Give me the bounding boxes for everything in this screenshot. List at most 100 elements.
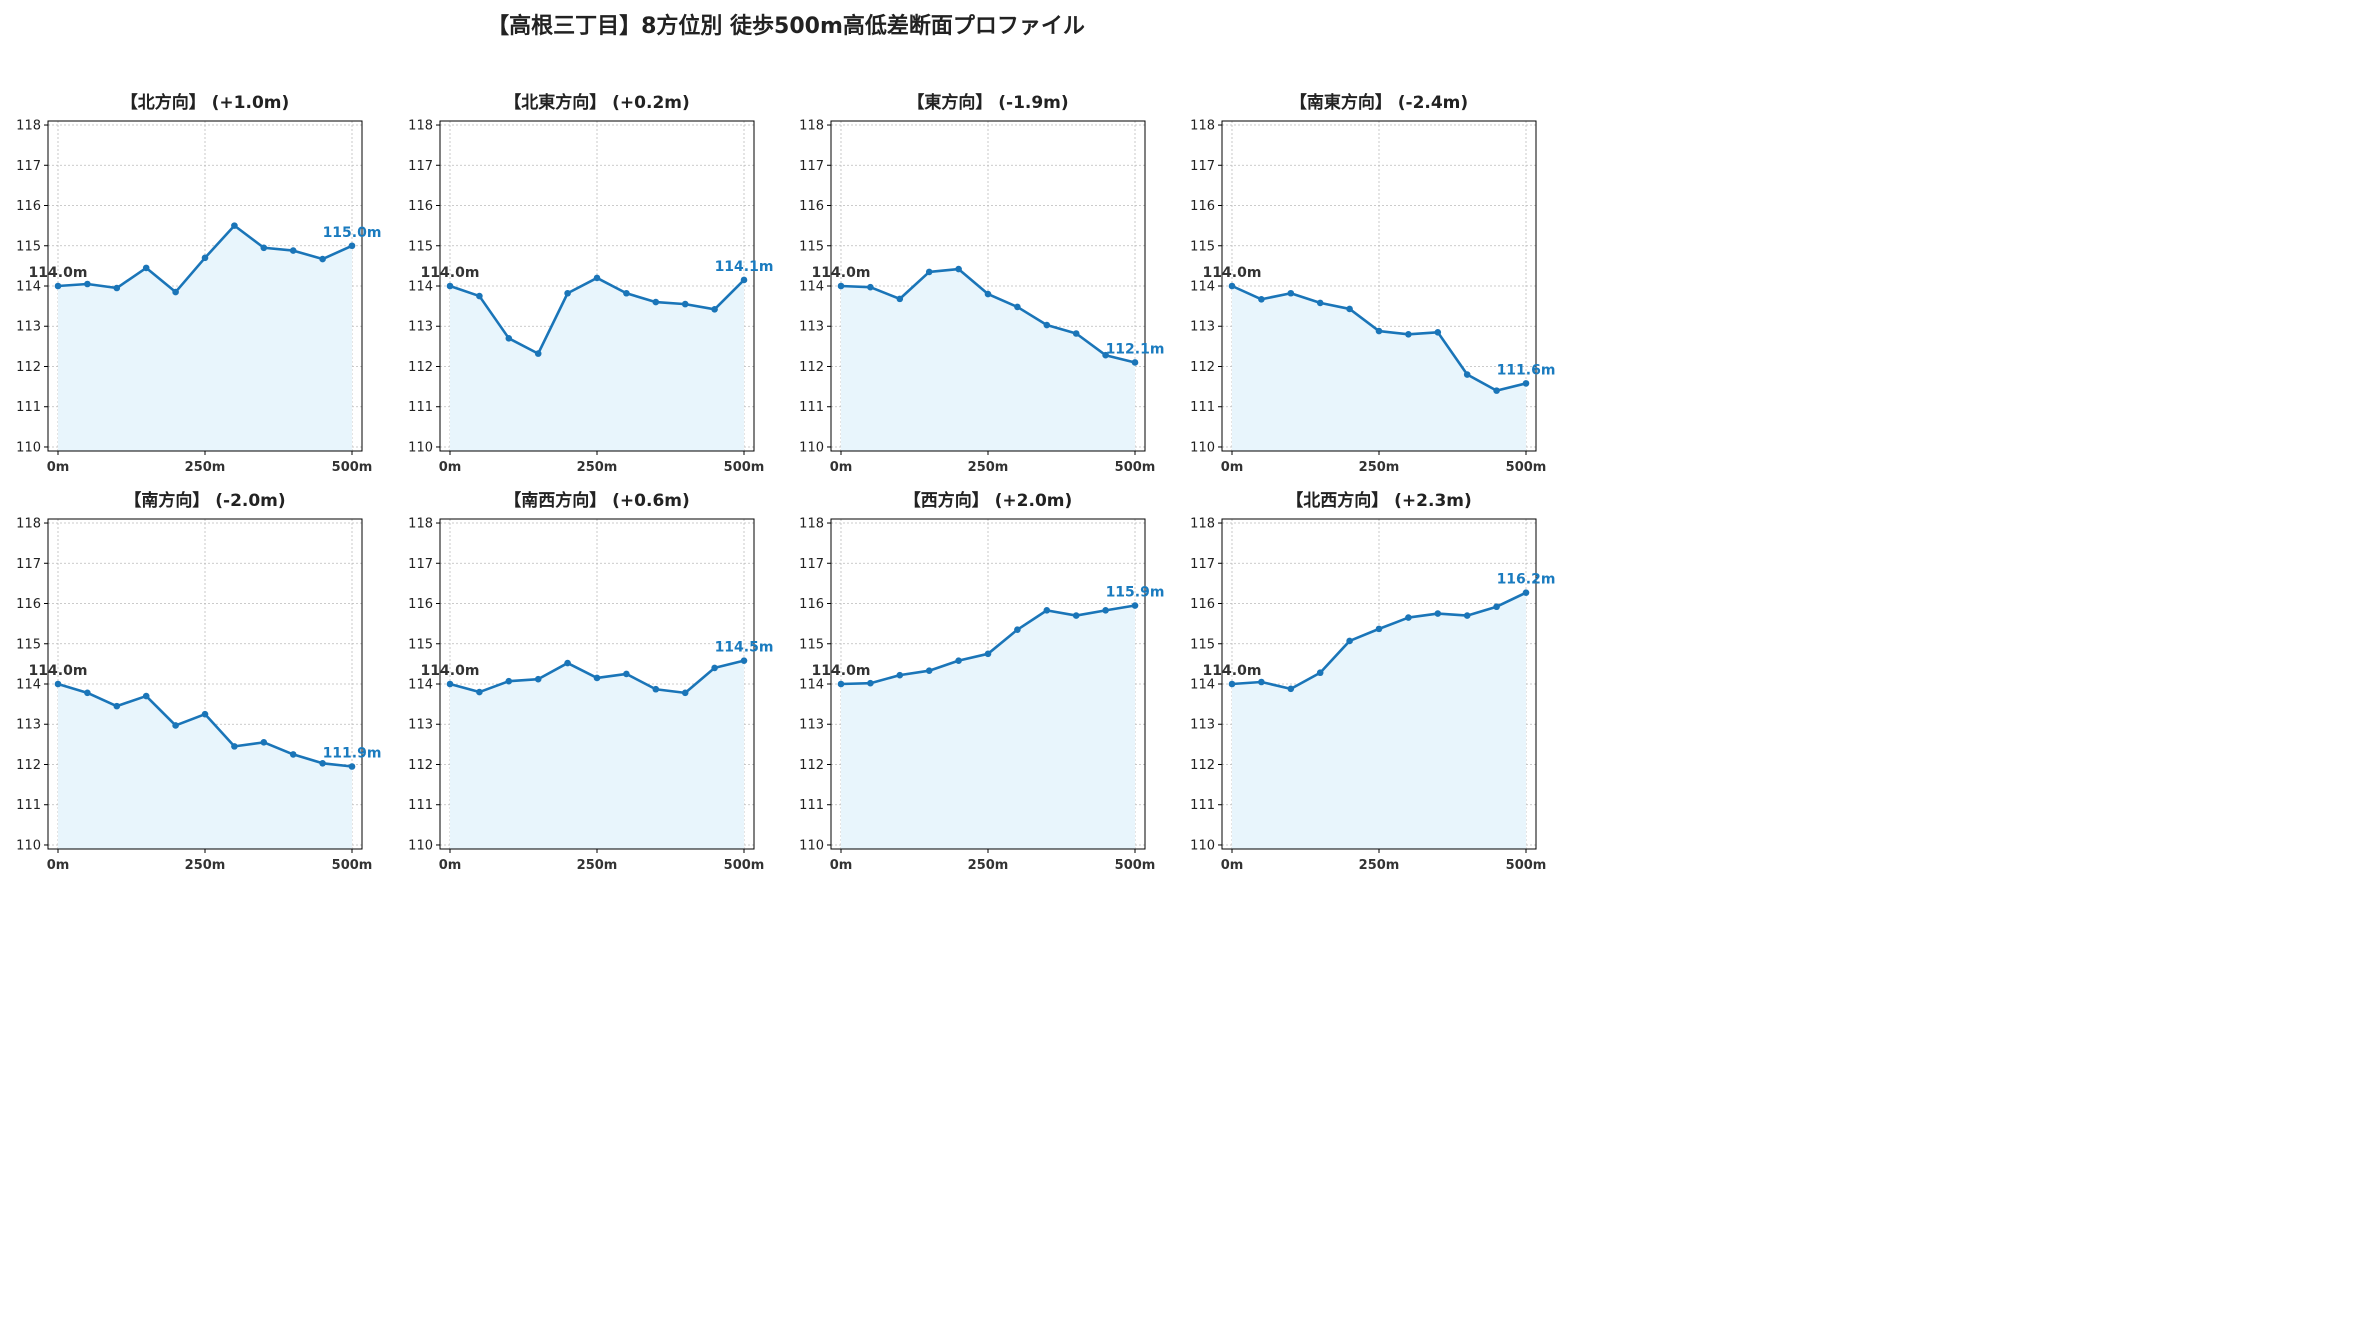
y-tick-label: 113 [799, 718, 824, 733]
data-point [593, 674, 601, 682]
data-point [925, 268, 933, 276]
data-point [984, 290, 992, 298]
x-tick-label: 250m [1359, 858, 1400, 873]
data-point [740, 657, 748, 664]
x-tick-label: 500m [332, 858, 373, 873]
data-point [925, 667, 933, 675]
x-tick-label: 0m [439, 858, 462, 873]
end-value-label: 115.0m [323, 225, 382, 241]
series-area [1231, 592, 1527, 849]
y-tick-label: 110 [799, 838, 824, 853]
y-tick-label: 112 [799, 360, 824, 375]
y-tick-label: 114 [16, 280, 41, 295]
data-point [142, 692, 150, 700]
data-point [1258, 295, 1265, 303]
y-tick-label: 114 [1190, 280, 1215, 295]
data-point [1405, 614, 1412, 621]
data-point [54, 282, 62, 290]
data-point [652, 685, 660, 693]
start-value-label: 114.0m [421, 265, 480, 281]
end-value-label: 111.9m [323, 746, 382, 762]
y-tick-label: 118 [16, 517, 41, 532]
y-tick-label: 113 [408, 718, 433, 733]
y-tick-label: 117 [799, 159, 824, 174]
y-tick-label: 116 [16, 597, 41, 612]
data-point [867, 283, 874, 291]
y-tick-label: 114 [1190, 678, 1215, 693]
series-area [57, 225, 353, 451]
series-area [1231, 286, 1527, 451]
y-tick-label: 118 [1190, 517, 1215, 532]
data-point [446, 680, 454, 688]
data-point [84, 689, 91, 697]
y-tick-label: 115 [1190, 637, 1215, 652]
data-point [1287, 289, 1295, 297]
panel-title: 【北方向】 (+1.0m) [121, 92, 290, 113]
chart-main-title: 【高根三丁目】8方位別 徒歩500m高低差断面プロファイル [487, 14, 1085, 39]
data-point [446, 282, 454, 290]
y-tick-label: 115 [799, 637, 824, 652]
data-point [867, 679, 874, 687]
y-tick-label: 111 [16, 400, 41, 415]
data-point [955, 265, 962, 273]
y-tick-label: 110 [799, 440, 824, 455]
data-point [534, 350, 542, 357]
series-area [449, 277, 745, 451]
data-point [837, 680, 845, 688]
x-tick-label: 500m [1115, 460, 1156, 475]
y-tick-label: 118 [408, 517, 433, 532]
y-tick-label: 114 [799, 280, 824, 295]
data-point [260, 244, 268, 252]
y-tick-label: 116 [1190, 597, 1215, 612]
end-value-label: 114.5m [715, 640, 774, 656]
y-tick-label: 112 [408, 360, 433, 375]
data-point [593, 274, 601, 282]
start-value-label: 114.0m [29, 663, 88, 679]
data-point [1228, 282, 1236, 290]
y-tick-label: 115 [408, 637, 433, 652]
data-point [534, 675, 542, 683]
data-point [1522, 589, 1530, 596]
x-tick-label: 250m [185, 858, 226, 873]
data-point [1316, 669, 1324, 677]
data-point [1287, 685, 1295, 693]
data-point [1346, 637, 1353, 645]
data-point [1405, 330, 1412, 338]
end-value-label: 112.1m [1106, 341, 1165, 357]
data-point [623, 289, 630, 297]
y-tick-label: 116 [799, 597, 824, 612]
data-point [711, 306, 718, 313]
x-tick-label: 500m [332, 460, 373, 475]
end-value-label: 111.6m [1497, 362, 1556, 378]
data-point [84, 280, 91, 288]
data-point [652, 298, 660, 306]
x-tick-label: 500m [724, 858, 765, 873]
x-tick-label: 500m [724, 460, 765, 475]
series-area [840, 605, 1136, 849]
start-value-label: 114.0m [29, 265, 88, 281]
y-tick-label: 111 [408, 798, 433, 813]
data-point [231, 222, 238, 229]
data-point [1522, 380, 1530, 387]
data-point [54, 680, 62, 688]
start-value-label: 114.0m [812, 663, 871, 679]
y-tick-label: 113 [1190, 718, 1215, 733]
data-point [564, 289, 571, 297]
y-tick-label: 110 [1190, 838, 1215, 853]
data-point [319, 255, 326, 263]
panel-title: 【南西方向】 (+0.6m) [504, 490, 690, 511]
data-point [348, 763, 356, 770]
data-point [984, 650, 992, 658]
data-point [711, 664, 718, 672]
data-point [1316, 299, 1324, 307]
data-point [1131, 602, 1139, 609]
series-area [449, 660, 745, 849]
y-tick-label: 112 [1190, 758, 1215, 773]
y-tick-label: 110 [1190, 440, 1215, 455]
data-point [1434, 610, 1442, 617]
y-tick-label: 110 [16, 838, 41, 853]
y-tick-label: 111 [1190, 400, 1215, 415]
y-tick-label: 113 [799, 320, 824, 335]
data-point [113, 284, 121, 292]
data-point [1493, 387, 1500, 394]
